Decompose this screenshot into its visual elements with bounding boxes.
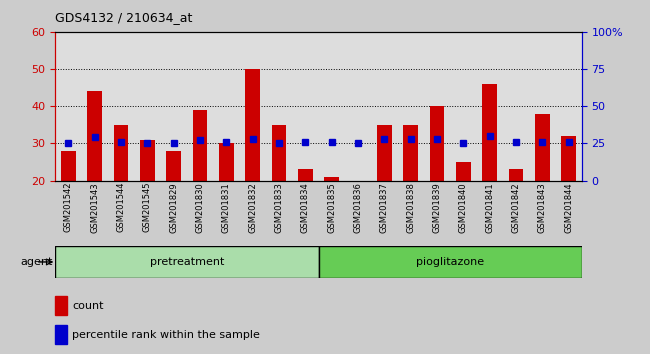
Bar [562, 136, 576, 181]
Text: pioglitazone: pioglitazone [416, 257, 484, 267]
Bar [219, 143, 233, 181]
Bar [318, 246, 582, 278]
Bar [55, 325, 67, 344]
Text: count: count [72, 301, 103, 311]
Bar [535, 114, 549, 181]
Bar [509, 169, 523, 181]
Bar [351, 181, 365, 251]
Bar [482, 84, 497, 181]
Bar [404, 125, 418, 181]
Bar [324, 177, 339, 181]
Bar [114, 125, 128, 181]
Bar [88, 91, 102, 181]
Bar [272, 125, 286, 181]
Bar [55, 246, 318, 278]
Bar [456, 162, 471, 181]
Bar [430, 106, 444, 181]
Bar [377, 125, 391, 181]
Text: pretreatment: pretreatment [150, 257, 224, 267]
Text: percentile rank within the sample: percentile rank within the sample [72, 330, 260, 339]
Bar [55, 296, 67, 315]
Bar [140, 139, 155, 181]
Bar [298, 169, 313, 181]
Bar [166, 151, 181, 181]
Bar [246, 69, 260, 181]
Text: agent: agent [20, 257, 53, 267]
Bar [193, 110, 207, 181]
Text: GDS4132 / 210634_at: GDS4132 / 210634_at [55, 11, 192, 24]
Bar [61, 151, 75, 181]
